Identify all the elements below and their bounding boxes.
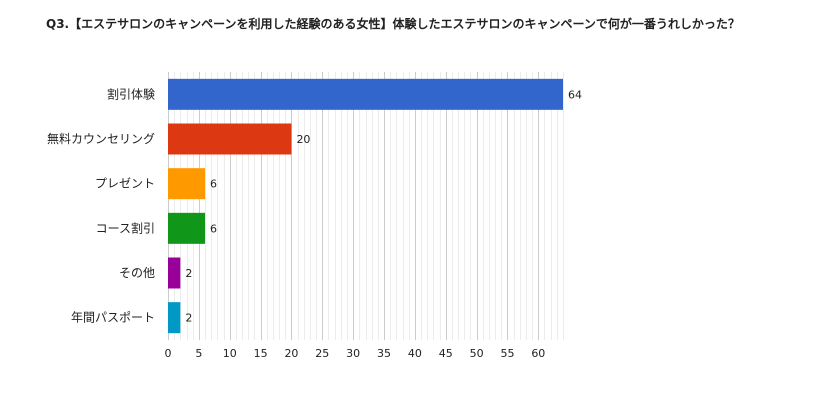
bar-2 bbox=[168, 123, 292, 155]
bar-1 bbox=[168, 78, 563, 110]
x-tick-label: 30 bbox=[346, 347, 360, 360]
x-tick-label: 35 bbox=[377, 347, 391, 360]
category-label: 年間パスポート bbox=[71, 311, 155, 325]
x-tick-label: 5 bbox=[195, 347, 202, 360]
gridlines bbox=[168, 72, 564, 340]
x-tick-label: 15 bbox=[254, 347, 268, 360]
x-tick-label: 45 bbox=[439, 347, 453, 360]
value-label: 6 bbox=[210, 222, 217, 235]
x-tick-label: 55 bbox=[500, 347, 514, 360]
labels: 割引体験 64 無料カウンセリング 20 プレゼント 6 コース割引 6 その他 2 年間パスポート… bbox=[47, 86, 582, 324]
bar-5 bbox=[168, 257, 181, 289]
bar-3 bbox=[168, 168, 206, 200]
x-tick-label: 60 bbox=[531, 347, 545, 360]
value-label: 64 bbox=[568, 88, 582, 101]
bar-4 bbox=[168, 212, 206, 244]
x-tick-label: 20 bbox=[284, 347, 298, 360]
category-label: 割引体験 bbox=[107, 86, 155, 101]
value-label: 6 bbox=[210, 178, 217, 191]
value-label: 20 bbox=[296, 133, 310, 146]
x-axis: 0 5 10 15 20 25 30 35 40 45 50 55 60 bbox=[165, 347, 546, 360]
bar-6 bbox=[168, 302, 181, 334]
category-label: プレゼント bbox=[95, 177, 155, 191]
x-tick-label: 40 bbox=[408, 347, 422, 360]
category-label: 無料カウンセリング bbox=[47, 131, 155, 146]
x-tick-label: 25 bbox=[315, 347, 329, 360]
bars bbox=[168, 78, 563, 334]
x-tick-label: 10 bbox=[223, 347, 237, 360]
category-label: コース割引 bbox=[96, 220, 155, 235]
value-label: 2 bbox=[185, 267, 192, 280]
x-tick-label: 50 bbox=[470, 347, 484, 360]
value-label: 2 bbox=[185, 312, 192, 325]
x-tick-label: 0 bbox=[165, 347, 172, 360]
category-label: その他 bbox=[119, 266, 155, 280]
chart-title: Q3.【エステサロンのキャンペーンを利用した経験のある女性】体験したエステサロン… bbox=[46, 17, 740, 31]
